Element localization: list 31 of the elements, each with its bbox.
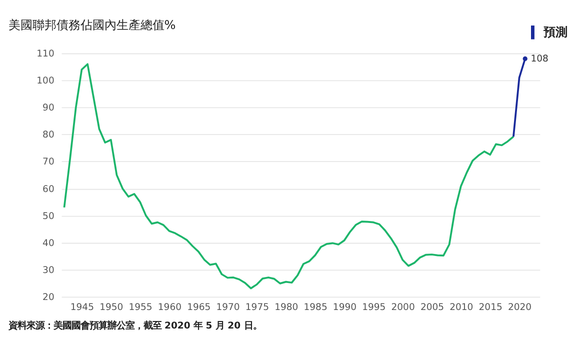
- y-tick-label: 110: [36, 48, 54, 60]
- x-tick-label: 1955: [128, 302, 152, 314]
- x-tick-label: 1985: [304, 302, 328, 314]
- y-tick-label: 80: [42, 130, 54, 141]
- x-tick-label: 1950: [100, 302, 124, 314]
- annotation: 108: [530, 54, 548, 65]
- x-tick-label: 1965: [187, 302, 211, 314]
- y-tick-label: 50: [42, 210, 54, 222]
- source-note: 資料來源：美國國會預算辦公室，截至 2020 年 5 月 20 日。: [7, 320, 262, 332]
- chart-title: 美國聯邦債務佔國內生產總值%: [8, 18, 176, 32]
- legend-label: 預測: [542, 25, 568, 40]
- y-tick-label: 60: [42, 184, 54, 195]
- x-tick-label: 1975: [245, 302, 270, 314]
- y-tick-label: 20: [42, 292, 54, 303]
- x-tick-label: 1960: [158, 302, 182, 314]
- y-tick-label: 90: [42, 102, 54, 114]
- x-tick-label: 2010: [450, 302, 474, 314]
- x-tick-label: 1990: [332, 302, 357, 314]
- x-tick-label: 2000: [391, 302, 415, 314]
- x-tick-label: 1970: [216, 302, 240, 314]
- y-tick-label: 30: [42, 264, 54, 276]
- x-tick-label: 1980: [274, 302, 298, 314]
- y-tick-label: 70: [42, 156, 54, 168]
- x-tick-label: 2005: [420, 302, 444, 314]
- y-tick-label: 100: [36, 76, 54, 87]
- y-tick-label: 40: [42, 238, 54, 249]
- x-tick-label: 1945: [70, 302, 94, 314]
- line-series: [63, 63, 514, 290]
- x-tick-label: 1995: [362, 302, 386, 314]
- x-tick-label: 2015: [478, 302, 502, 314]
- x-tick-label: 2020: [508, 302, 532, 314]
